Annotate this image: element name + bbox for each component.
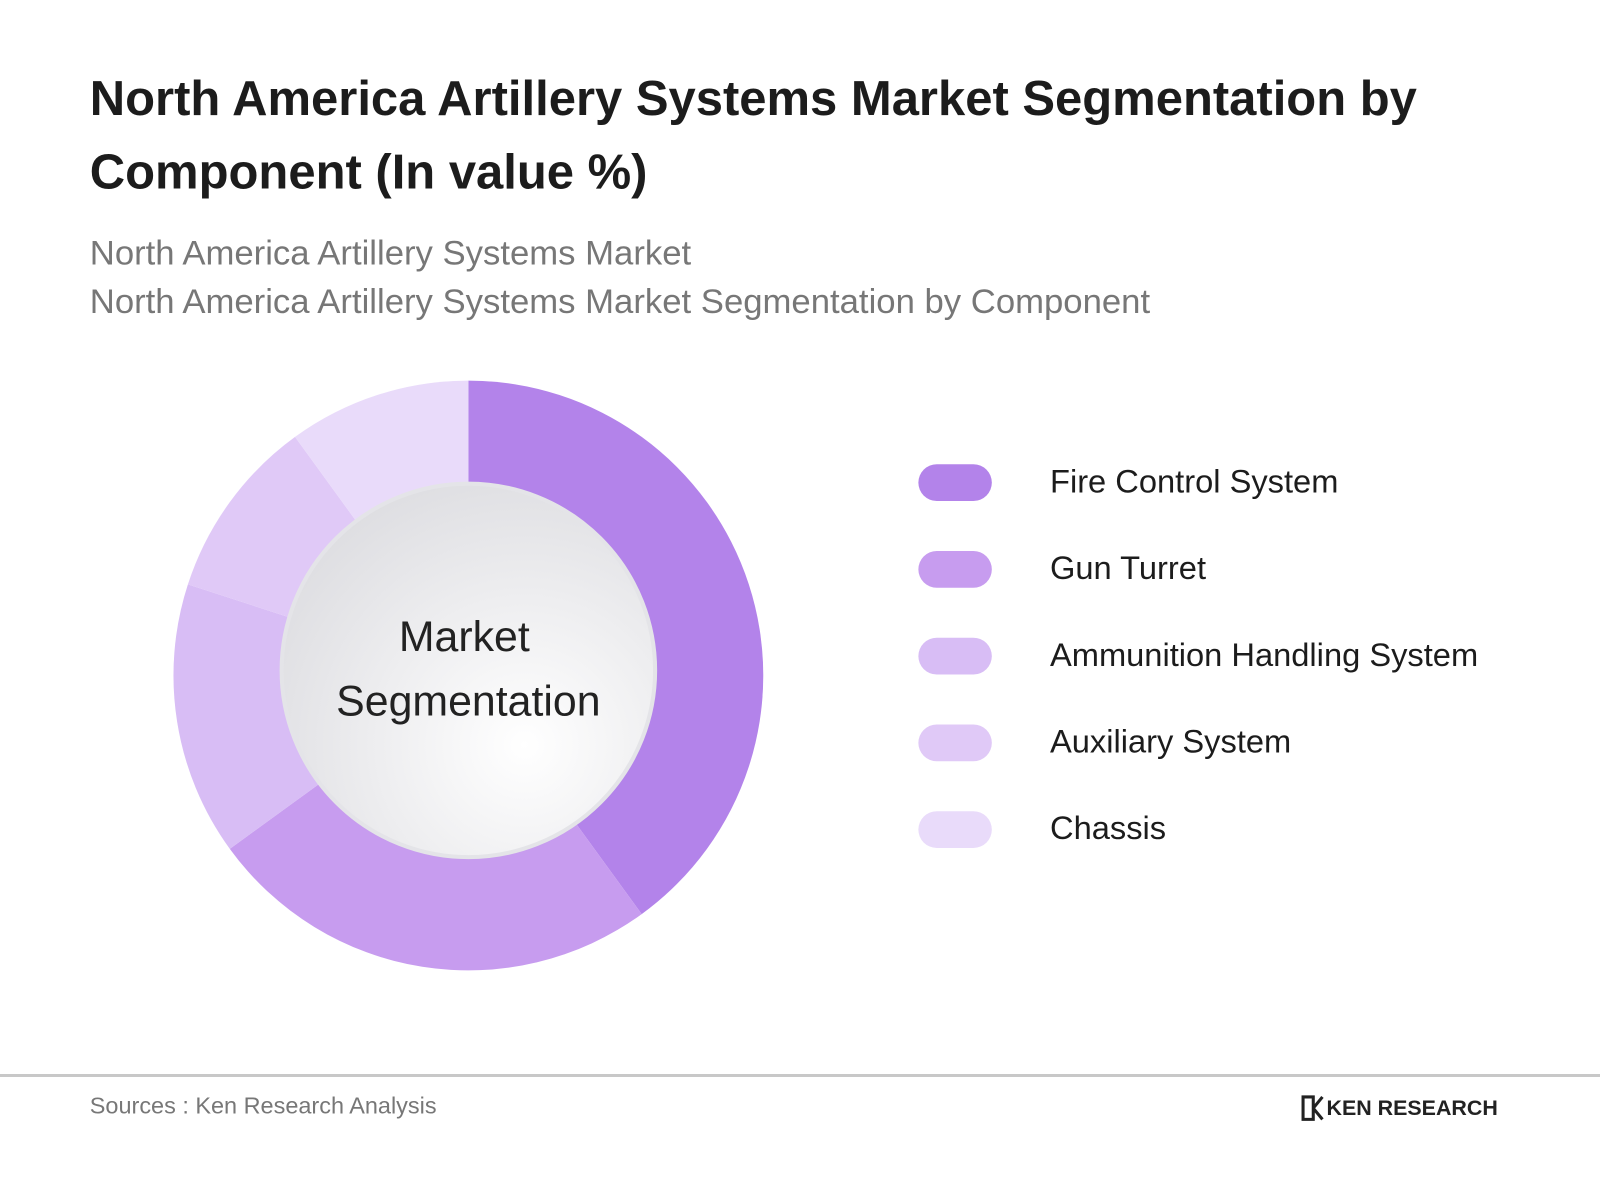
legend-label: Gun Turret xyxy=(1050,549,1206,586)
legend-swatch xyxy=(918,724,992,762)
logo-mark xyxy=(1301,1095,1324,1121)
donut-hole xyxy=(279,481,658,860)
chart-title: North America Artillery Systems Market S… xyxy=(90,72,1417,126)
center-label: Market xyxy=(399,613,530,661)
legend-label: Auxiliary System xyxy=(1050,723,1291,760)
legend: Fire Control System Gun Turret Ammunition … xyxy=(918,462,1478,848)
logo: KEN RESEARCH xyxy=(1327,1096,1498,1120)
subtitle: North America Artillery Systems Market xyxy=(90,234,692,272)
legend-swatch xyxy=(918,811,992,848)
subtitle: North America Artillery Systems Market S… xyxy=(90,283,1151,321)
center-label: Segmentation xyxy=(336,677,600,725)
legend-label: Ammunition Handling System xyxy=(1050,636,1478,673)
chart-title: Component (In value %) xyxy=(90,145,648,199)
legend-label: Chassis xyxy=(1050,809,1166,846)
legend-swatch xyxy=(918,464,992,502)
legend-swatch xyxy=(918,551,992,588)
legend-swatch xyxy=(918,637,992,675)
legend-label: Fire Control System xyxy=(1050,462,1338,499)
source: Sources : Ken Research Analysis xyxy=(90,1092,437,1118)
